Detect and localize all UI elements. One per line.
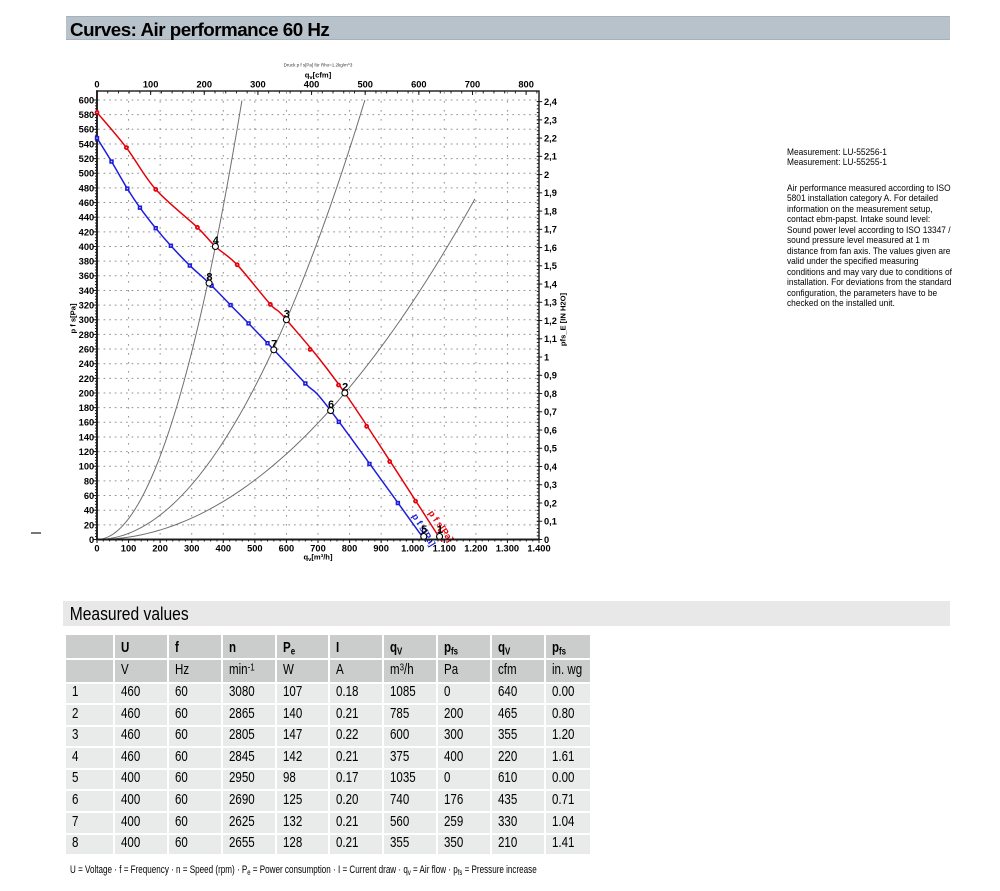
svg-text:300: 300 [79, 315, 95, 325]
svg-text:100: 100 [79, 462, 95, 472]
svg-text:1,1: 1,1 [544, 334, 557, 344]
svg-text:580: 580 [79, 110, 95, 120]
svg-text:280: 280 [79, 330, 95, 340]
svg-text:7: 7 [271, 338, 277, 350]
svg-text:5: 5 [421, 524, 427, 536]
svg-text:6: 6 [328, 399, 334, 411]
svg-text:2,2: 2,2 [544, 133, 557, 143]
svg-text:200: 200 [197, 79, 213, 89]
svg-text:460: 460 [79, 198, 95, 208]
svg-text:400: 400 [79, 242, 95, 252]
svg-text:qv[m³/h]: qv[m³/h] [304, 553, 333, 564]
svg-text:100: 100 [121, 544, 137, 554]
svg-text:380: 380 [79, 257, 95, 267]
svg-text:pfs_E [IN H2O]: pfs_E [IN H2O] [559, 292, 568, 346]
svg-text:8: 8 [206, 272, 212, 284]
svg-text:0,9: 0,9 [544, 371, 557, 381]
svg-text:0,7: 0,7 [544, 407, 557, 417]
svg-text:600: 600 [279, 544, 295, 554]
svg-text:20: 20 [84, 520, 94, 530]
svg-text:2,3: 2,3 [544, 115, 557, 125]
svg-text:0,2: 0,2 [544, 498, 557, 508]
svg-text:100: 100 [143, 79, 159, 89]
svg-text:2,4: 2,4 [544, 97, 558, 107]
svg-text:540: 540 [79, 139, 95, 149]
svg-text:200: 200 [79, 388, 95, 398]
svg-text:0: 0 [89, 535, 94, 545]
svg-text:480: 480 [79, 183, 95, 193]
svg-text:900: 900 [373, 544, 389, 554]
svg-text:1.400: 1.400 [527, 544, 550, 554]
svg-text:320: 320 [79, 301, 95, 311]
svg-text:1,4: 1,4 [544, 279, 558, 289]
svg-text:600: 600 [79, 95, 95, 105]
svg-text:4: 4 [213, 235, 220, 247]
svg-text:0,1: 0,1 [544, 517, 557, 527]
svg-text:1: 1 [437, 524, 443, 536]
svg-text:560: 560 [79, 125, 95, 135]
svg-text:700: 700 [465, 79, 481, 89]
svg-text:400: 400 [216, 544, 232, 554]
svg-text:140: 140 [79, 432, 95, 442]
svg-text:400: 400 [304, 79, 320, 89]
svg-text:0,3: 0,3 [544, 480, 557, 490]
svg-text:220: 220 [79, 374, 95, 384]
svg-text:1,2: 1,2 [544, 316, 557, 326]
svg-text:800: 800 [342, 544, 358, 554]
svg-text:1.000: 1.000 [401, 544, 424, 554]
svg-text:80: 80 [84, 476, 94, 486]
svg-text:1.100: 1.100 [433, 544, 456, 554]
svg-text:2,1: 2,1 [544, 152, 557, 162]
svg-text:360: 360 [79, 271, 95, 281]
svg-text:1,8: 1,8 [544, 206, 557, 216]
svg-text:1.300: 1.300 [496, 544, 519, 554]
svg-text:500: 500 [357, 79, 373, 89]
svg-text:0,8: 0,8 [544, 389, 557, 399]
svg-text:2: 2 [544, 170, 549, 180]
svg-text:0: 0 [94, 544, 99, 554]
svg-text:2: 2 [342, 382, 348, 394]
svg-text:qv[cfm]: qv[cfm] [305, 71, 332, 82]
svg-text:300: 300 [250, 79, 266, 89]
svg-text:160: 160 [79, 418, 95, 428]
svg-text:1,9: 1,9 [544, 188, 557, 198]
svg-text:600: 600 [411, 79, 427, 89]
svg-text:60: 60 [84, 491, 94, 501]
svg-text:800: 800 [518, 79, 534, 89]
svg-text:260: 260 [79, 344, 95, 354]
svg-text:40: 40 [84, 506, 94, 516]
svg-text:700: 700 [310, 544, 326, 554]
svg-text:340: 340 [79, 286, 95, 296]
svg-text:300: 300 [184, 544, 200, 554]
svg-text:500: 500 [79, 169, 95, 179]
svg-text:1,6: 1,6 [544, 243, 557, 253]
svg-text:1,7: 1,7 [544, 225, 557, 235]
svg-text:440: 440 [79, 213, 95, 223]
svg-text:500: 500 [247, 544, 263, 554]
svg-text:0: 0 [544, 535, 549, 545]
svg-text:120: 120 [79, 447, 95, 457]
svg-text:200: 200 [152, 544, 168, 554]
svg-text:1: 1 [544, 352, 549, 362]
svg-text:1,3: 1,3 [544, 298, 557, 308]
svg-text:1.200: 1.200 [464, 544, 487, 554]
svg-text:180: 180 [79, 403, 95, 413]
svg-text:Druck p f s[Pa] für Rho=1.2kg/: Druck p f s[Pa] für Rho=1.2kg/m^3 [284, 62, 353, 67]
svg-text:3: 3 [284, 308, 290, 320]
svg-text:p f s[Pa]: p f s[Pa] [68, 303, 77, 333]
svg-text:1,5: 1,5 [544, 261, 557, 271]
svg-text:0,6: 0,6 [544, 425, 557, 435]
svg-text:0,5: 0,5 [544, 444, 557, 454]
svg-text:520: 520 [79, 154, 95, 164]
svg-text:420: 420 [79, 227, 95, 237]
svg-text:0: 0 [94, 79, 99, 89]
svg-text:0,4: 0,4 [544, 462, 558, 472]
svg-text:240: 240 [79, 359, 95, 369]
